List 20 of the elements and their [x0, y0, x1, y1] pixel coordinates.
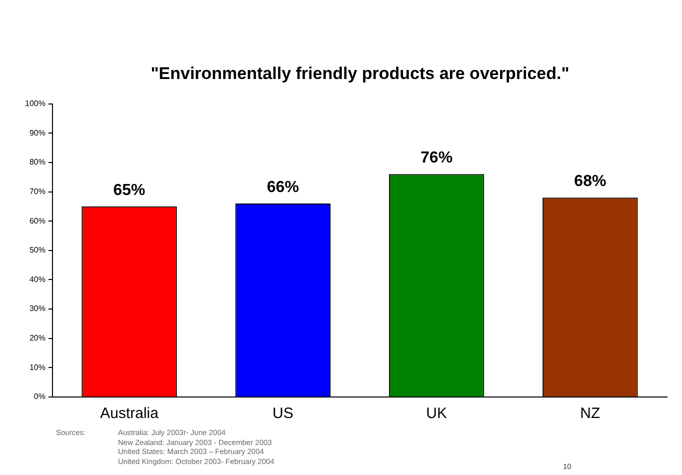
x-tick-label: NZ	[580, 405, 600, 422]
chart-title: "Environmentally friendly products are overpriced."	[150, 64, 570, 84]
x-tick-label: US	[272, 405, 294, 422]
data-label: 65%	[113, 182, 146, 199]
x-tick-label: UK	[426, 405, 447, 422]
y-tick-label: 30%	[29, 304, 46, 314]
y-tick-label: 100%	[24, 99, 46, 108]
x-tick-label: Australia	[100, 405, 160, 422]
y-tick-label: 0%	[34, 392, 46, 402]
y-tick-label: 70%	[29, 186, 46, 196]
y-tick-label: 60%	[29, 216, 46, 226]
data-label: 68%	[574, 173, 606, 190]
y-tick-label: 80%	[29, 158, 46, 167]
y-tick-label: 10%	[29, 362, 46, 372]
data-label: 66%	[266, 178, 299, 196]
y-tick-label: 20%	[29, 334, 46, 343]
y-tick-label: 40%	[29, 274, 46, 284]
y-tick-label: 50%	[29, 246, 46, 255]
data-label: 76%	[420, 150, 453, 167]
y-tick-label: 90%	[29, 128, 46, 138]
